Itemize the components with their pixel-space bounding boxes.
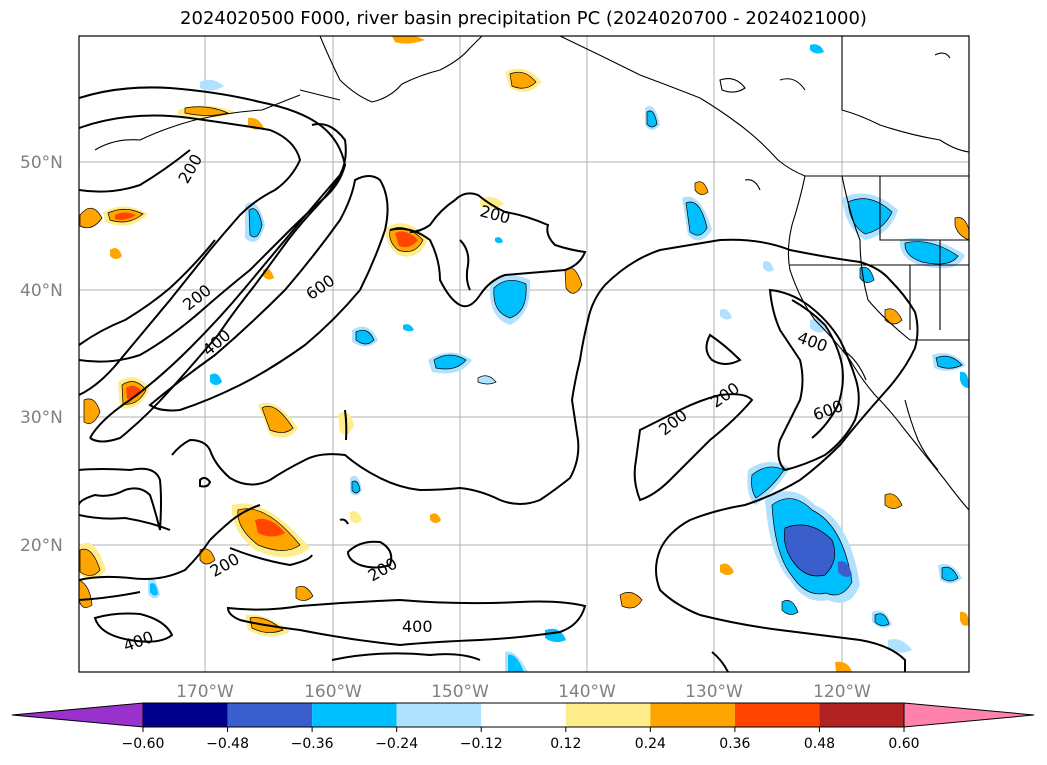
- colorbar-tick-label: 0.48: [804, 736, 835, 752]
- colorbar-segment: [565, 703, 651, 727]
- contour-lines: [79, 86, 919, 672]
- lat-label: 50°N: [20, 153, 63, 173]
- colorbar-tick-label: 0.60: [888, 736, 919, 752]
- gridlines: [79, 36, 969, 672]
- lon-label: 140°W: [558, 682, 616, 702]
- colorbar-tick-label: −0.24: [375, 736, 418, 752]
- coastlines: [94, 36, 969, 511]
- lon-label: 130°W: [685, 682, 743, 702]
- colorbar-segments: [11, 702, 1035, 728]
- colorbar-tick-label: 0.12: [550, 736, 581, 752]
- colorbar-tick-label: 0.24: [635, 736, 666, 752]
- colorbar-frame: [142, 702, 905, 728]
- colorbar-segment: [734, 703, 820, 727]
- map-title: 2024020500 F000, river basin precipitati…: [180, 8, 867, 29]
- colorbar-segment: [650, 703, 735, 727]
- negative-anomaly-patches: [148, 44, 969, 672]
- colorbar-segment: [227, 703, 313, 727]
- colorbar-extend-high: [903, 702, 1035, 728]
- colorbar-segment: [396, 703, 482, 727]
- lat-label: 30°N: [20, 408, 63, 428]
- colorbar-tick-label: −0.48: [206, 736, 249, 752]
- map-frame: [78, 35, 970, 673]
- lon-label: 150°W: [431, 682, 489, 702]
- lon-label: 170°W: [176, 682, 234, 702]
- colorbar-tick-label: 0.36: [719, 736, 750, 752]
- lon-label: 120°W: [813, 682, 871, 702]
- colorbar-segment: [481, 703, 566, 727]
- contour-label: 400: [402, 617, 433, 636]
- colorbar-segment: [819, 703, 904, 727]
- colorbar-segment: [312, 703, 397, 727]
- colorbar-tick-label: −0.60: [122, 736, 165, 752]
- positive-anomaly-patches: [79, 36, 969, 672]
- lat-label: 20°N: [20, 536, 63, 556]
- colorbar: −0.60 −0.48 −0.36 −0.24 −0.12 0.12 0.24 0.36 0.4…: [11, 702, 1035, 752]
- colorbar-segment: [143, 703, 228, 727]
- lon-label: 160°W: [304, 682, 362, 702]
- colorbar-ticks: −0.60 −0.48 −0.36 −0.24 −0.12 0.12 0.24 0.36 0.4…: [122, 727, 920, 752]
- colorbar-tick-label: −0.12: [460, 736, 503, 752]
- lat-label: 40°N: [20, 281, 63, 301]
- longitude-labels: 170°W 160°W 150°W 140°W 130°W 120°W: [176, 682, 871, 702]
- colorbar-extend-low: [11, 702, 144, 728]
- colorbar-tick-label: −0.36: [291, 736, 334, 752]
- latitude-labels: 50°N 40°N 30°N 20°N: [20, 153, 63, 556]
- map-area: [79, 36, 969, 672]
